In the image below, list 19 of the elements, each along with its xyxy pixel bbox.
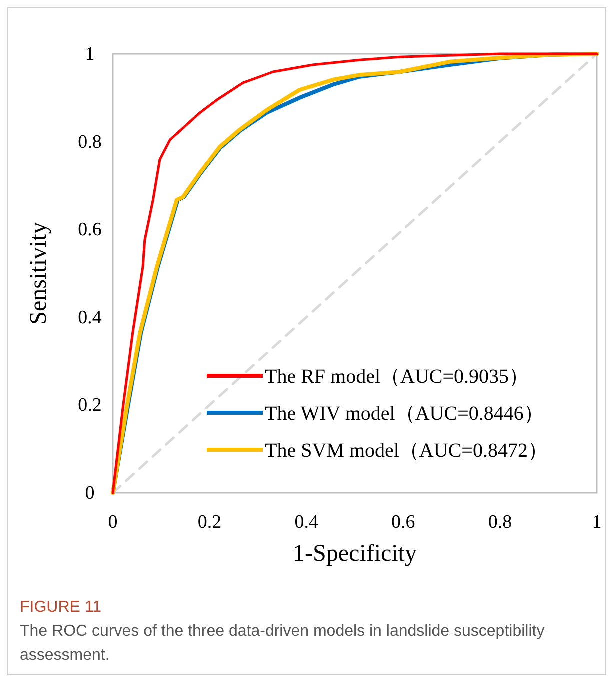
y-tick-label: 0.6 — [78, 220, 102, 241]
x-axis-title: 1-Specificity — [293, 541, 417, 567]
x-tick-label: 0.8 — [488, 512, 512, 533]
y-tick-label: 0 — [85, 483, 95, 504]
y-tick-label: 0.2 — [78, 395, 102, 416]
legend-label: The SVM model（AUC=0.8472） — [265, 440, 548, 462]
caption: FIGURE 11 — [20, 599, 102, 616]
y-tick-label: 1 — [85, 44, 95, 65]
y-tick-label: 0.4 — [78, 307, 102, 328]
x-tick-label: 0 — [108, 512, 118, 533]
x-tick-label: 0.2 — [198, 512, 222, 533]
y-tick-label: 0.8 — [78, 132, 102, 153]
legend-label: The RF model（AUC=0.9035） — [265, 366, 530, 388]
x-tick-label: 0.6 — [392, 512, 416, 533]
text: The ROC curves of the three data-driven models in landslide susceptibility assessment. — [20, 622, 546, 666]
x-tick-label: 0.4 — [294, 512, 319, 533]
legend-label: The WIV model（AUC=0.8446） — [265, 403, 544, 425]
y-axis-title: Sensitivity — [26, 222, 52, 325]
x-tick-label: 1 — [592, 512, 602, 533]
